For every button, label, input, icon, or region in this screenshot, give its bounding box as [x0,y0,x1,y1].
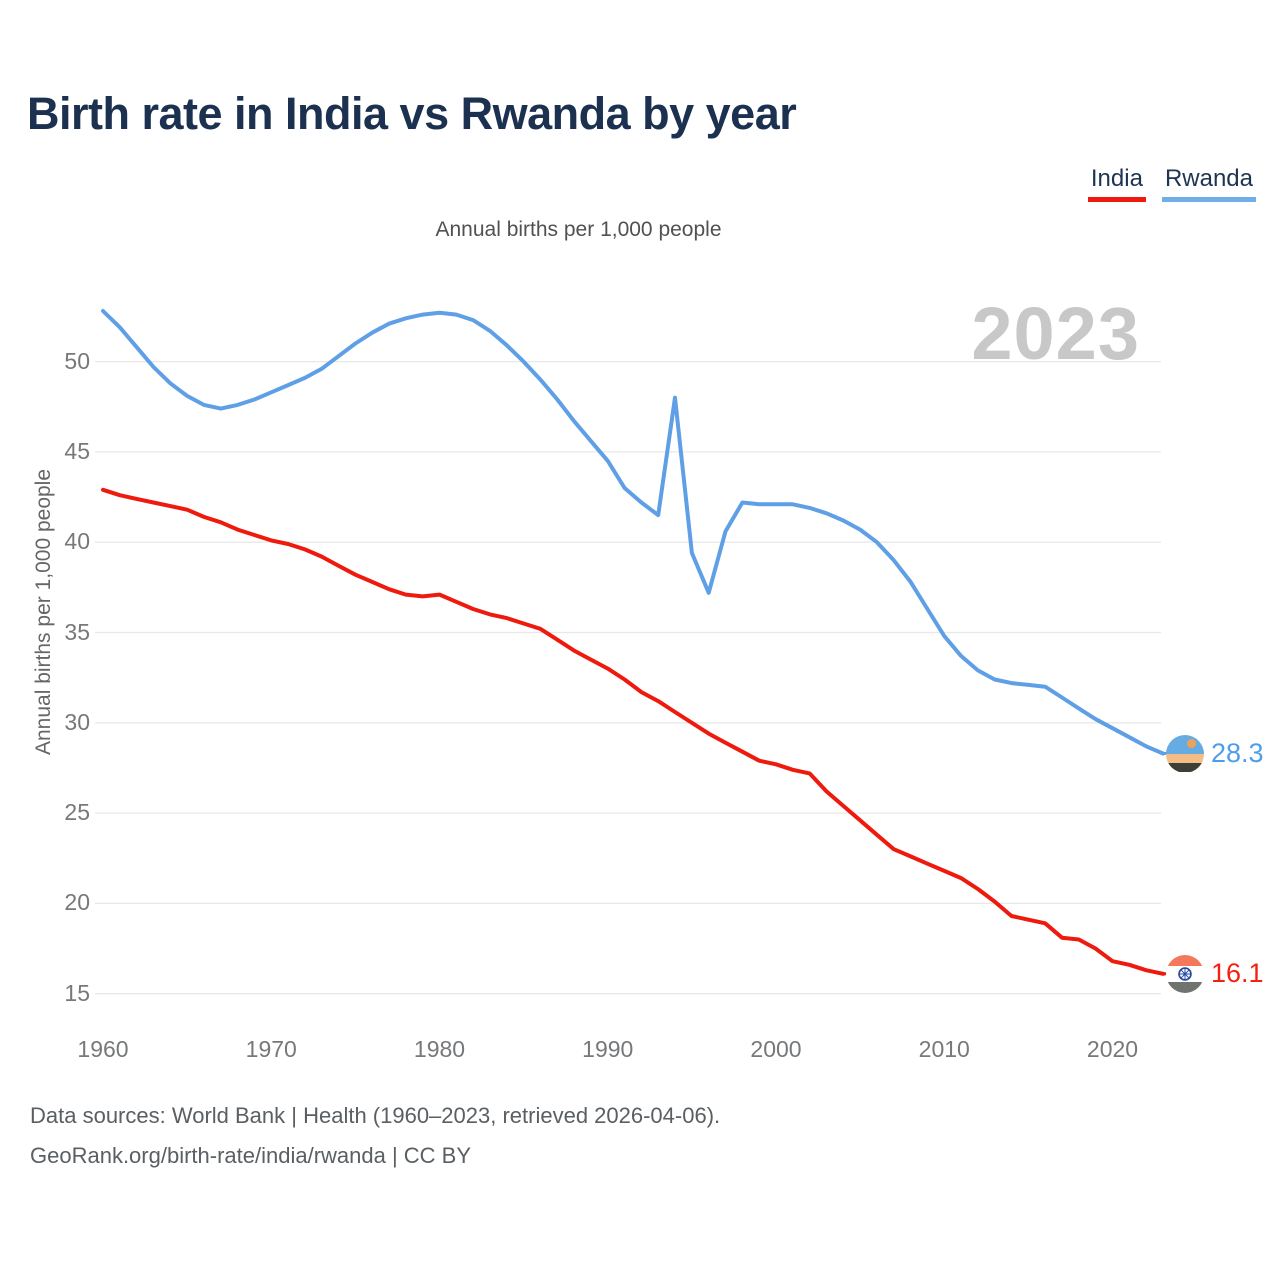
rwanda-end-label: 28.3 [1166,734,1264,773]
india-flag-icon [1166,954,1204,993]
x-tick-label: 1960 [77,1036,129,1062]
legend-item-india[interactable]: India [1087,165,1146,202]
india-end-value: 16.1 [1211,958,1264,989]
ashoka-chakra-icon [1178,967,1192,981]
x-tick-label: 2020 [1086,1036,1139,1062]
y-tick-label: 25 [64,799,90,826]
legend-swatch-india [1087,197,1146,202]
watermark-year: 2023 [971,292,1140,375]
india-flag-green-stripe [1166,981,1204,993]
gridlines [95,360,1161,995]
x-tick-label: 1980 [413,1036,466,1062]
y-tick-label: 50 [64,347,90,374]
legend-label-india: India [1090,165,1143,192]
page-title: Birth rate in India vs Rwanda by year [27,88,797,139]
footer-attribution: GeoRank.org/birth-rate/india/rwanda | CC… [30,1143,472,1168]
india-line [101,487,1165,976]
rwanda-flag-blue-stripe [1166,734,1204,754]
legend-item-rwanda[interactable]: Rwanda [1161,165,1256,202]
india-end-label: 16.1 [1166,954,1264,993]
y-tick-label: 45 [64,437,90,464]
x-tick-label: 2000 [750,1036,802,1062]
rwanda-line [101,309,1165,756]
rwanda-flag-icon [1166,734,1204,773]
chart-subtitle: Annual births per 1,000 people [435,218,722,241]
legend-label-rwanda: Rwanda [1164,165,1253,192]
chart-series [101,309,1169,976]
india-flag-saffron-stripe [1166,954,1204,966]
x-tick-label: 2010 [918,1036,970,1062]
y-tick-label: 20 [64,889,90,916]
y-tick-label: 40 [64,528,90,555]
y-tick-label: 15 [64,979,90,1006]
rwanda-flag-sun-icon [1187,738,1196,748]
rwanda-end-value: 28.3 [1211,738,1264,768]
y-tick-label: 35 [64,618,90,645]
y-tick-label: 30 [64,708,90,735]
x-tick-label: 1990 [582,1036,634,1062]
x-tick-label: 1970 [245,1036,297,1062]
legend-swatch-rwanda [1161,197,1256,202]
legend: India Rwanda [1087,165,1256,202]
rwanda-flag-green-stripe [1166,763,1204,773]
rwanda-flag-yellow-stripe [1166,753,1204,764]
footer-sources: Data sources: World Bank | Health (1960–… [30,1103,721,1128]
